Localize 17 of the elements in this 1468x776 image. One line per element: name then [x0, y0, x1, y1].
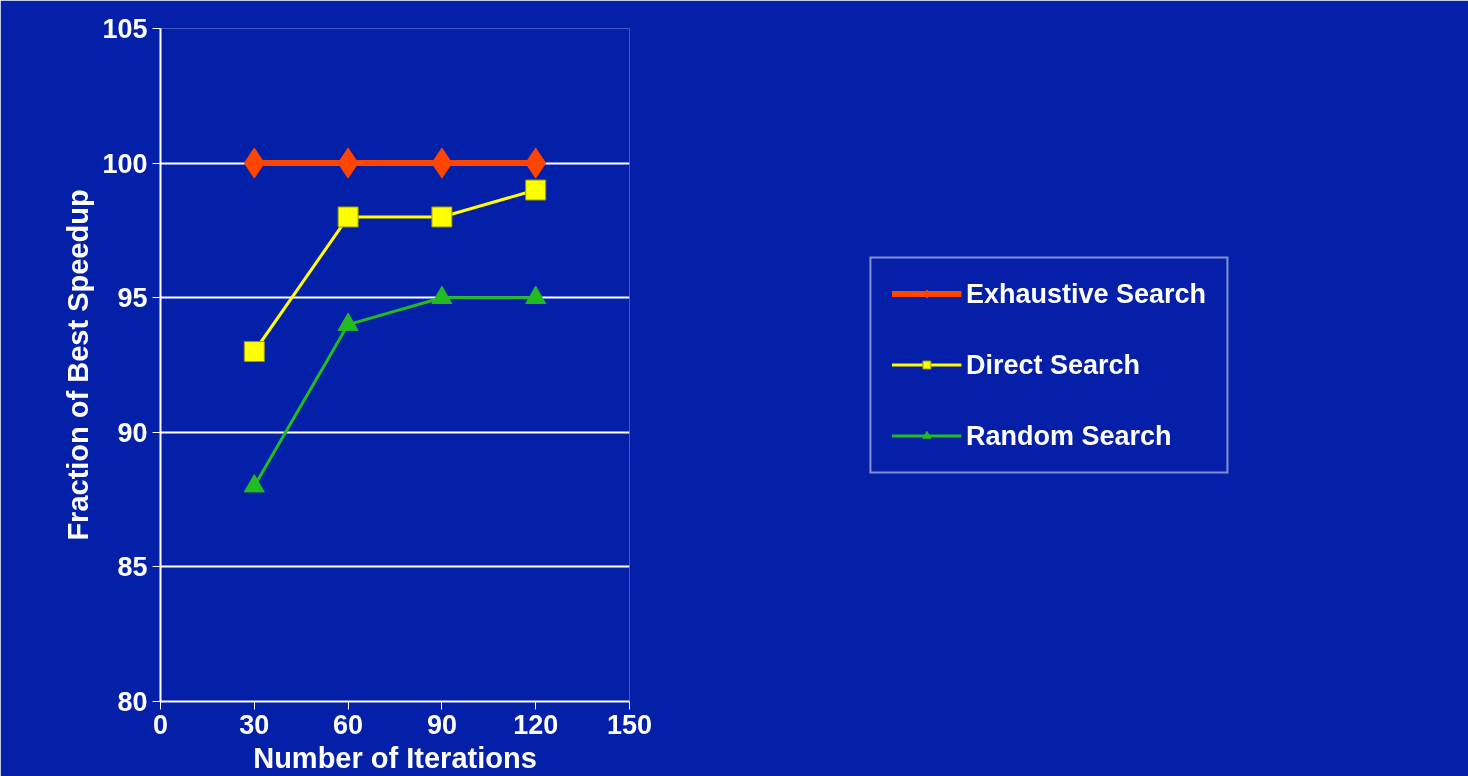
y-tick-label: 95 — [117, 283, 148, 314]
x-tick-label: 30 — [239, 709, 270, 740]
legend-label: Direct Search — [965, 349, 1141, 380]
x-tick-label: 60 — [333, 709, 364, 740]
y-axis-title: Fraction of Best Speedup — [62, 189, 95, 541]
y-tick-label: 100 — [102, 148, 148, 179]
x-tick-label: 90 — [426, 709, 457, 740]
x-tick-label: 150 — [606, 709, 653, 740]
y-tick-label: 80 — [117, 687, 148, 717]
legend-label: Exhaustive Search — [965, 278, 1207, 309]
x-tick-label: 120 — [513, 709, 559, 740]
y-tick-label: 90 — [117, 417, 148, 448]
y-tick-label: 105 — [102, 14, 148, 44]
legend-label: Random Search — [965, 420, 1172, 451]
x-tick-label: 0 — [152, 709, 169, 740]
x-axis-title: Number of Iterations — [253, 741, 537, 774]
y-tick-label: 85 — [117, 552, 148, 583]
